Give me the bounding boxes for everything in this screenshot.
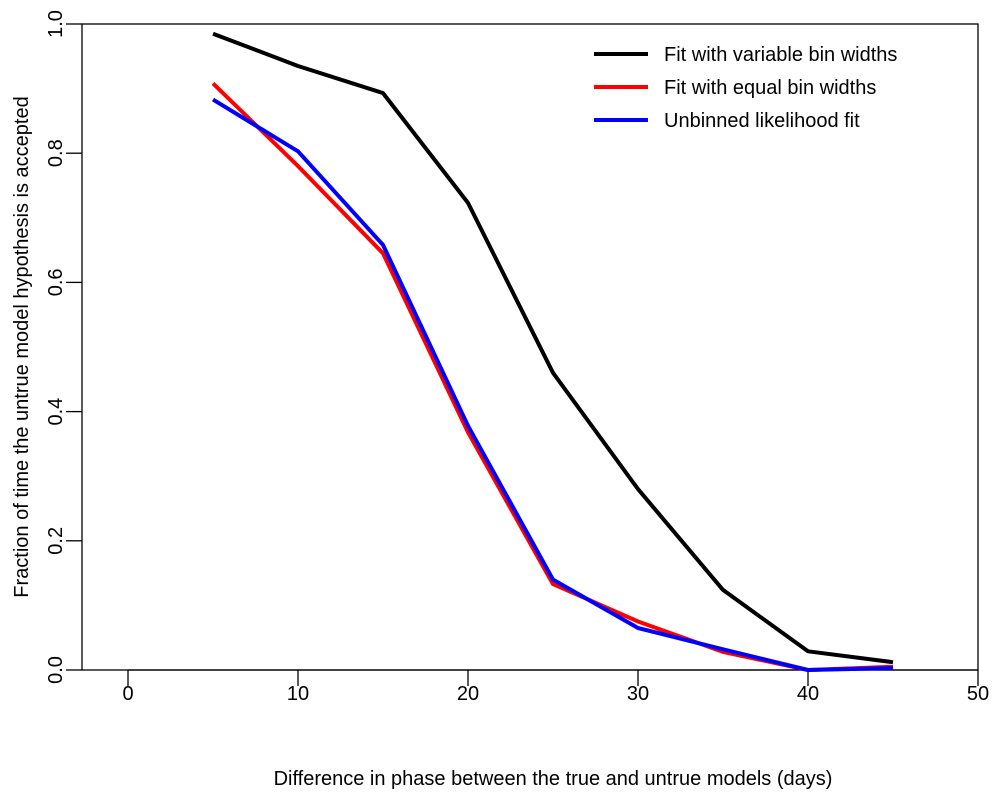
x-axis-label: Difference in phase between the true and… [274,768,833,790]
x-tick-label: 20 [457,683,479,705]
x-tick-label: 30 [627,683,649,705]
legend-label-2: Fit with equal bin widths [664,77,876,99]
legend-label-1: Fit with variable bin widths [664,44,897,66]
y-axis: 0.0 0.2 0.4 0.6 0.8 1.0 [45,10,82,684]
legend-label-3: Unbinned likelihood fit [664,110,860,132]
y-tick-label: 0.8 [45,139,67,167]
x-axis: 0 10 20 30 40 50 [122,669,989,705]
series-line-3 [211,97,894,672]
series-line-1 [212,31,894,665]
y-tick-label: 0.6 [45,268,67,296]
y-tick-label: 1.0 [45,10,67,38]
y-axis-label: Fraction of time the untrue model hypoth… [11,96,33,597]
x-tick-label: 40 [797,683,819,705]
x-tick-label: 0 [122,683,133,705]
y-tick-label: 0.0 [45,656,67,684]
y-tick-label: 0.2 [45,527,67,555]
x-tick-label: 10 [287,683,309,705]
series-layer [211,31,894,672]
y-tick-label: 0.4 [45,398,67,426]
legend: Fit with variable bin widths Fit with equ… [594,44,897,132]
x-tick-label: 50 [967,683,989,705]
